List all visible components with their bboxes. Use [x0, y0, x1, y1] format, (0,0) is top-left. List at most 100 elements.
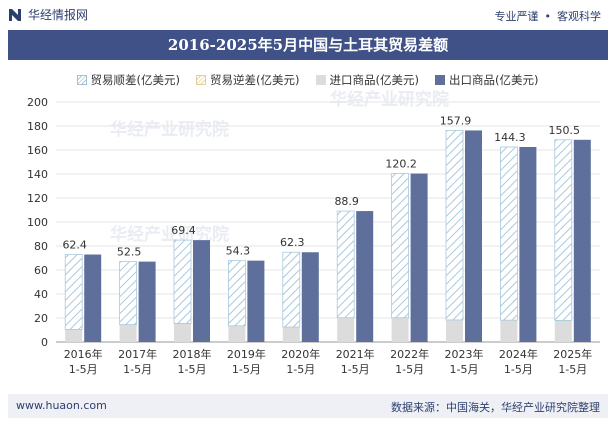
legend-label-export: 出口商品(亿美元) — [448, 73, 539, 87]
surplus-data-label: 157.9 — [440, 114, 472, 127]
x-tick-label: 2024年 — [499, 347, 538, 361]
export-bar — [519, 147, 537, 342]
x-tick-label-period: 1-5月 — [178, 363, 207, 376]
legend-swatch-surplus — [76, 75, 87, 85]
surplus-data-label: 62.4 — [62, 239, 87, 252]
export-bar — [138, 261, 156, 342]
x-tick-label-period: 1-5月 — [69, 363, 98, 376]
export-bar — [410, 173, 428, 342]
x-tick-label: 2019年 — [227, 347, 266, 361]
x-tick-label-period: 1-5月 — [504, 363, 533, 376]
import-bar — [500, 320, 518, 342]
export-bar — [356, 211, 374, 342]
export-bar — [84, 254, 102, 342]
title-band: 2016-2025年5月中国与土耳其贸易差额 — [8, 30, 608, 60]
huajing-logo-icon — [9, 8, 21, 21]
watermark-text: 华经产业研究院 — [110, 224, 229, 245]
footer-website[interactable]: www.huaon.com — [16, 399, 107, 412]
legend-swatch-deficit — [196, 75, 207, 85]
x-tick-label-period: 1-5月 — [558, 363, 587, 376]
watermark-text: 华经产业研究院 — [330, 89, 449, 110]
x-tick-label: 2016年 — [64, 347, 103, 361]
chart-plot: 华经产业研究院华经产业研究院华经产业研究院0204060801001201401… — [27, 89, 600, 376]
x-tick-label-period: 1-5月 — [395, 363, 424, 376]
surplus-bar — [227, 260, 246, 327]
import-bar — [554, 320, 572, 342]
import-bar — [228, 325, 246, 342]
import-bar — [391, 317, 409, 342]
x-tick-label-period: 1-5月 — [286, 363, 315, 376]
export-bar — [301, 252, 319, 342]
surplus-bar — [119, 261, 137, 326]
legend-swatch-import — [315, 75, 326, 85]
surplus-data-label: 150.5 — [549, 124, 581, 137]
x-tick-label: 2017年 — [118, 347, 157, 361]
x-tick-label: 2025年 — [553, 347, 592, 361]
watermark-text: 华经产业研究院 — [110, 119, 229, 140]
surplus-data-label: 52.5 — [117, 246, 142, 259]
x-tick-label-period: 1-5月 — [450, 363, 479, 376]
x-tick-label: 2020年 — [281, 347, 320, 361]
legend-item-deficit[interactable]: 贸易逆差(亿美元) — [196, 72, 300, 88]
export-bar — [193, 240, 210, 342]
brand[interactable]: 华经情报网 — [8, 6, 88, 23]
y-tick-label: 0 — [41, 336, 48, 349]
surplus-bar — [173, 239, 192, 324]
surplus-data-label: 88.9 — [334, 195, 359, 208]
surplus-bar — [336, 210, 355, 319]
import-bar — [282, 327, 300, 342]
surplus-bar — [282, 251, 301, 328]
y-tick-label: 200 — [27, 96, 48, 109]
y-tick-label: 20 — [34, 312, 48, 325]
y-tick-label: 100 — [27, 216, 48, 229]
brand-name: 华经情报网 — [28, 8, 89, 22]
top-bar: 华经情报网 专业严谨 • 客观科学 — [0, 0, 615, 30]
surplus-data-label: 62.3 — [280, 236, 305, 249]
surplus-data-label: 120.2 — [385, 158, 417, 171]
surplus-data-label: 144.3 — [494, 131, 526, 144]
slogan-right: 客观科学 — [557, 10, 601, 23]
surplus-bar — [554, 139, 573, 321]
export-bar — [573, 139, 591, 342]
x-tick-label: 2023年 — [445, 347, 484, 361]
legend-item-surplus[interactable]: 贸易顺差(亿美元) — [76, 72, 181, 88]
import-bar — [65, 329, 83, 342]
surplus-bar — [445, 130, 464, 321]
import-bar — [119, 324, 137, 342]
legend-swatch-export — [434, 75, 445, 85]
x-tick-label-period: 1-5月 — [232, 363, 261, 376]
chart-legend: 贸易顺差(亿美元) 贸易逆差(亿美元) 进口商品(亿美元) 出口商品(亿美元) — [0, 72, 615, 88]
y-tick-label: 60 — [34, 264, 48, 277]
export-bar — [465, 130, 482, 342]
export-bar — [247, 260, 265, 342]
x-tick-label-period: 1-5月 — [341, 363, 370, 376]
legend-label-import: 进口商品(亿美元) — [329, 73, 419, 87]
y-tick-label: 140 — [27, 168, 48, 181]
x-tick-label: 2018年 — [173, 347, 212, 361]
legend-label-deficit: 贸易逆差(亿美元) — [210, 73, 300, 87]
legend-item-import[interactable]: 进口商品(亿美元) — [315, 72, 419, 88]
x-tick-label: 2022年 — [390, 347, 429, 361]
x-tick-label-period: 1-5月 — [123, 363, 152, 376]
surplus-data-label: 69.4 — [171, 224, 196, 237]
y-tick-label: 160 — [27, 144, 48, 157]
footer-source: 数据来源：中国海关，华经产业研究院整理 — [391, 401, 600, 414]
surplus-bar — [391, 173, 410, 319]
import-bar — [446, 319, 463, 342]
y-tick-label: 80 — [34, 240, 48, 253]
chart-title: 2016-2025年5月中国与土耳其贸易差额 — [167, 36, 449, 54]
slogan-left: 专业严谨 — [494, 10, 539, 23]
surplus-bar — [64, 254, 83, 330]
footer: www.huaon.com 数据来源：中国海关，华经产业研究院整理 — [8, 394, 608, 418]
slogan-separator: • — [544, 10, 552, 23]
import-bar — [337, 317, 355, 342]
import-bar — [174, 323, 191, 342]
legend-item-export[interactable]: 出口商品(亿美元) — [434, 72, 539, 88]
x-tick-label: 2021年 — [336, 347, 375, 361]
y-tick-label: 40 — [34, 288, 48, 301]
surplus-bar — [499, 146, 518, 321]
y-tick-label: 180 — [27, 120, 48, 133]
y-tick-label: 120 — [27, 192, 48, 205]
slogan: 专业严谨 • 客观科学 — [495, 8, 602, 24]
legend-label-surplus: 贸易顺差(亿美元) — [90, 73, 181, 87]
